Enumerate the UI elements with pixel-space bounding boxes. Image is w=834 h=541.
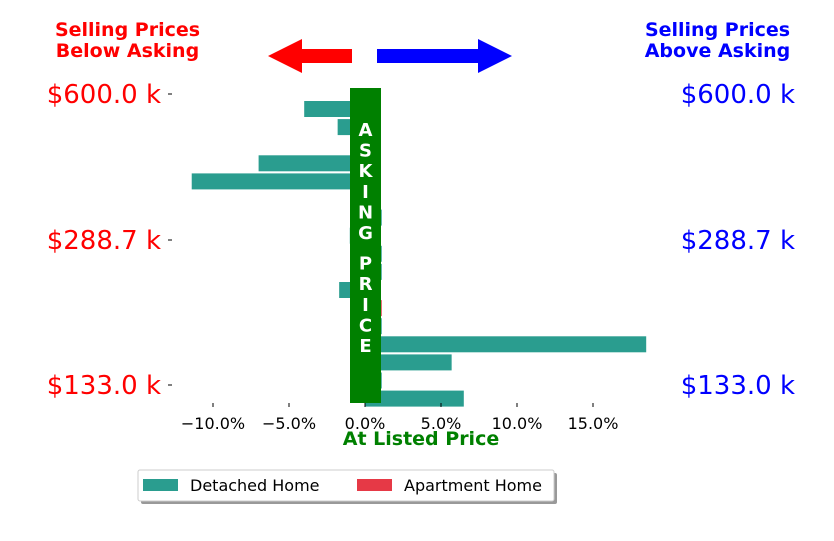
asking-price-letter-1: S	[359, 141, 372, 162]
asking-price-letter-2: K	[359, 161, 374, 182]
x-tick-label-5: 15.0%	[568, 414, 619, 433]
arrow-right-icon	[377, 39, 512, 73]
bar-detached-14	[365, 354, 452, 371]
asking-price-band	[350, 88, 381, 403]
legend-swatch-apartment	[357, 479, 392, 491]
x-axis-label: At Listed Price	[343, 428, 499, 450]
header-below-asking: Selling Prices Below Asking	[40, 20, 215, 62]
asking-price-letter-4: N	[358, 202, 373, 223]
bar-detached-3	[258, 155, 365, 172]
asking-price-letter-8: R	[359, 274, 373, 295]
bar-detached-13	[365, 336, 647, 353]
x-tick-label-0: −10.0%	[181, 414, 245, 433]
right-price-tick-1: $288.7 k	[681, 226, 795, 256]
right-price-tick-0: $600.0 k	[681, 80, 795, 110]
asking-price-letter-0: A	[359, 120, 373, 141]
asking-price-letter-7: P	[359, 254, 372, 275]
asking-price-letter-11: E	[359, 336, 371, 357]
arrow-left-icon	[268, 39, 352, 73]
asking-price-letter-3: I	[362, 182, 369, 203]
bar-detached-0	[304, 101, 365, 117]
left-price-tick-2: $133.0 k	[47, 371, 161, 401]
header-above-asking: Selling Prices Above Asking	[630, 20, 805, 62]
bar-detached-16	[365, 390, 464, 407]
asking-price-letter-5: G	[358, 223, 373, 244]
x-tick-label-4: 10.0%	[492, 414, 543, 433]
x-tick-label-3: 5.0%	[421, 414, 462, 433]
asking-price-letter-9: I	[362, 295, 369, 316]
asking-price-letter-10: C	[359, 315, 372, 336]
right-price-tick-2: $133.0 k	[681, 371, 795, 401]
x-tick-label-1: −5.0%	[262, 414, 316, 433]
legend-swatch-detached	[143, 479, 178, 491]
legend-label-apartment: Apartment Home	[404, 476, 542, 495]
legend-label-detached: Detached Home	[190, 476, 320, 495]
left-price-tick-0: $600.0 k	[47, 80, 161, 110]
header-left-line1: Selling Prices	[54, 19, 201, 41]
header-left-line2: Below Asking	[55, 40, 200, 62]
left-price-tick-1: $288.7 k	[47, 226, 161, 256]
x-tick-label-2: 0.0%	[345, 414, 386, 433]
header-right-line2: Above Asking	[644, 40, 791, 62]
legend-box	[137, 469, 555, 502]
bar-detached-4	[191, 173, 365, 190]
header-right-line1: Selling Prices	[644, 19, 791, 41]
